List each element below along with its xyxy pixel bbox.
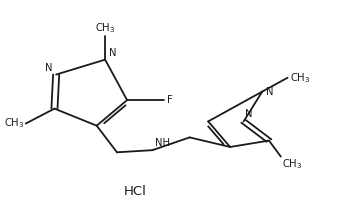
- Text: CH$_3$: CH$_3$: [290, 71, 311, 85]
- Text: CH$_3$: CH$_3$: [283, 158, 303, 171]
- Text: N: N: [109, 48, 116, 58]
- Text: N: N: [245, 109, 253, 119]
- Text: N: N: [266, 87, 274, 96]
- Text: N: N: [45, 63, 52, 73]
- Text: F: F: [167, 95, 173, 105]
- Text: CH$_3$: CH$_3$: [95, 21, 115, 35]
- Text: CH$_3$: CH$_3$: [3, 117, 24, 130]
- Text: NH: NH: [155, 138, 170, 148]
- Text: HCl: HCl: [124, 185, 147, 198]
